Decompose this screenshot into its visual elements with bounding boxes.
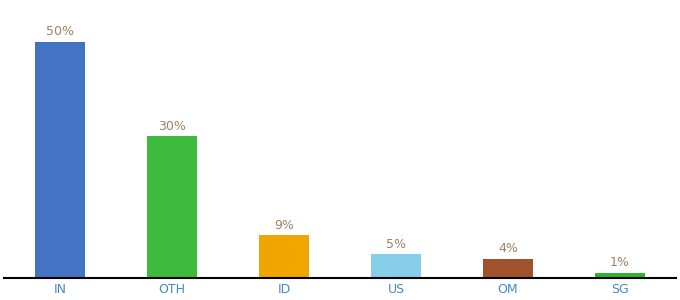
Bar (483, 259, 533, 278)
Text: 50%: 50% (46, 25, 74, 38)
Text: 4%: 4% (498, 242, 518, 255)
Text: 1%: 1% (610, 256, 630, 269)
Bar (35, 42, 85, 278)
Bar (371, 254, 421, 278)
Text: 5%: 5% (386, 238, 406, 250)
Text: 30%: 30% (158, 120, 186, 133)
Text: 9%: 9% (274, 219, 294, 232)
Bar (259, 236, 309, 278)
Bar (147, 136, 197, 278)
Bar (595, 273, 645, 278)
